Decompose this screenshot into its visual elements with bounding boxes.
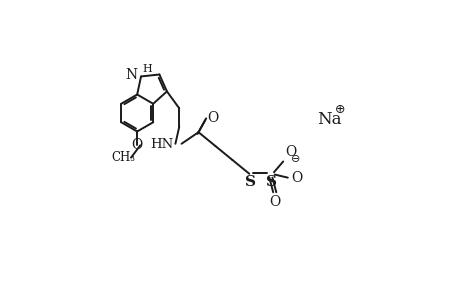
- Text: O: O: [285, 145, 296, 159]
- Text: O: O: [290, 171, 302, 184]
- Text: CH₃: CH₃: [112, 151, 135, 164]
- Text: ⊖: ⊖: [290, 154, 300, 164]
- Text: H: H: [142, 64, 152, 74]
- Text: Na: Na: [317, 111, 341, 128]
- Text: O: O: [269, 195, 280, 208]
- Text: O: O: [131, 138, 142, 152]
- Text: N: N: [126, 68, 138, 82]
- Text: O: O: [207, 111, 218, 124]
- Text: S: S: [266, 175, 276, 189]
- Text: ⊕: ⊕: [335, 103, 345, 116]
- Text: S: S: [244, 175, 255, 189]
- Text: HN: HN: [150, 138, 174, 151]
